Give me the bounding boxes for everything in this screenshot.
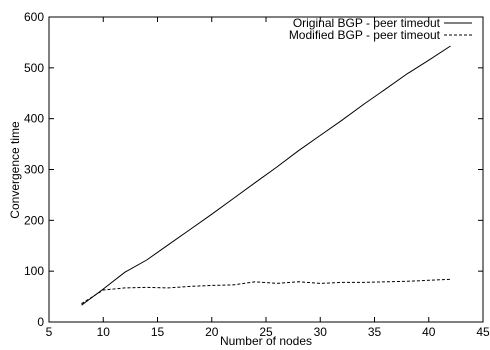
- x-tick-label: 25: [259, 325, 273, 339]
- series-line-2: [81, 278, 451, 305]
- y-tick-label: 500: [24, 61, 44, 75]
- axis-tick-labels: 5 10 15 20 25 30 35 40 45 0 100 200 300 400 500 600: [24, 10, 490, 339]
- axis-ticks: [48, 16, 484, 323]
- x-tick-label: 15: [151, 325, 165, 339]
- y-tick-label: 200: [24, 213, 44, 227]
- y-tick-label: 400: [24, 112, 44, 126]
- x-tick-label: 35: [368, 325, 382, 339]
- y-tick-label: 0: [37, 315, 44, 329]
- x-tick-label: 5: [46, 325, 53, 339]
- x-tick-label: 20: [205, 325, 219, 339]
- plot-frame: [48, 16, 484, 323]
- legend-label-1: Original BGP - peer timeout: [293, 16, 441, 30]
- y-tick-label: 100: [24, 264, 44, 278]
- series-lines: [81, 45, 451, 306]
- y-axis-label: Convergence time: [8, 121, 22, 219]
- x-tick-label: 10: [97, 325, 111, 339]
- y-tick-label: 600: [24, 10, 44, 24]
- x-tick-label: 30: [314, 325, 328, 339]
- y-tick-label: 300: [24, 163, 44, 177]
- x-tick-label: 45: [476, 325, 490, 339]
- x-tick-label: 40: [422, 325, 436, 339]
- x-axis-label: Number of nodes: [220, 334, 312, 348]
- legend-label-2: Modified BGP - peer timeout: [289, 28, 441, 42]
- series-line-1: [81, 45, 451, 306]
